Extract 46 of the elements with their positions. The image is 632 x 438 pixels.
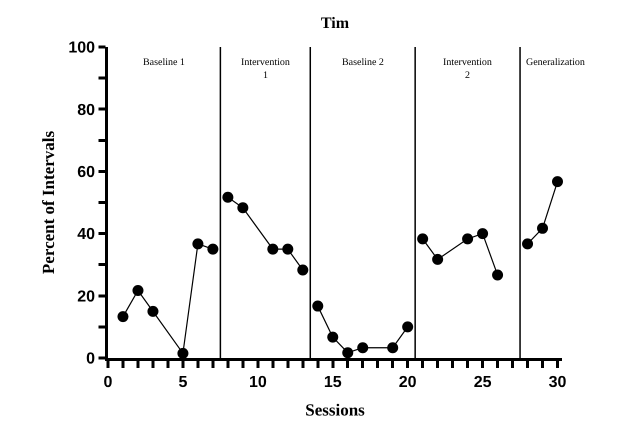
- chart-title: Tim: [320, 15, 350, 32]
- y-tick-label: 60: [77, 164, 96, 181]
- point: [207, 244, 218, 255]
- x-axis-title: Sessions: [305, 400, 366, 420]
- annotation: Intervention 1: [241, 57, 290, 81]
- point: [117, 311, 128, 322]
- annotation: Generalization: [526, 57, 585, 68]
- y-tick-label: 0: [86, 350, 96, 368]
- x-tick-label: 15: [324, 374, 342, 391]
- point: [357, 342, 368, 354]
- point: [177, 348, 188, 359]
- point: [192, 238, 204, 250]
- y-axis-title: Percent of Intervals: [38, 130, 58, 274]
- point: [312, 300, 324, 312]
- point: [432, 254, 444, 265]
- x-tick-label: 0: [104, 374, 113, 391]
- point: [492, 269, 504, 280]
- x-tick-label: 25: [474, 374, 492, 391]
- y-tick-label: 100: [68, 40, 96, 57]
- point: [402, 321, 414, 332]
- point: [417, 233, 428, 244]
- point: [297, 264, 308, 276]
- y-tick-label: 20: [77, 288, 96, 306]
- x-tick-label: 30: [548, 374, 566, 391]
- x-tick-label: 10: [248, 374, 267, 391]
- point: [477, 228, 488, 240]
- point: [522, 238, 534, 250]
- point: [552, 176, 563, 188]
- point: [237, 202, 248, 214]
- annotation: Baseline 1: [143, 57, 185, 68]
- point: [282, 244, 294, 255]
- point: [462, 233, 474, 244]
- point: [537, 222, 548, 234]
- annotation: Intervention 2: [443, 57, 492, 81]
- x-tick-label: 20: [398, 374, 417, 391]
- point: [222, 192, 234, 203]
- point: [132, 285, 144, 296]
- point: [342, 347, 354, 358]
- y-tick-label: 80: [77, 102, 96, 119]
- x-tick-label: 5: [178, 374, 188, 391]
- y-tick-label: 40: [77, 226, 96, 244]
- point: [387, 342, 398, 354]
- annotation: Baseline 2: [342, 57, 384, 68]
- point: [147, 306, 158, 317]
- point: [267, 244, 278, 255]
- point: [327, 332, 338, 343]
